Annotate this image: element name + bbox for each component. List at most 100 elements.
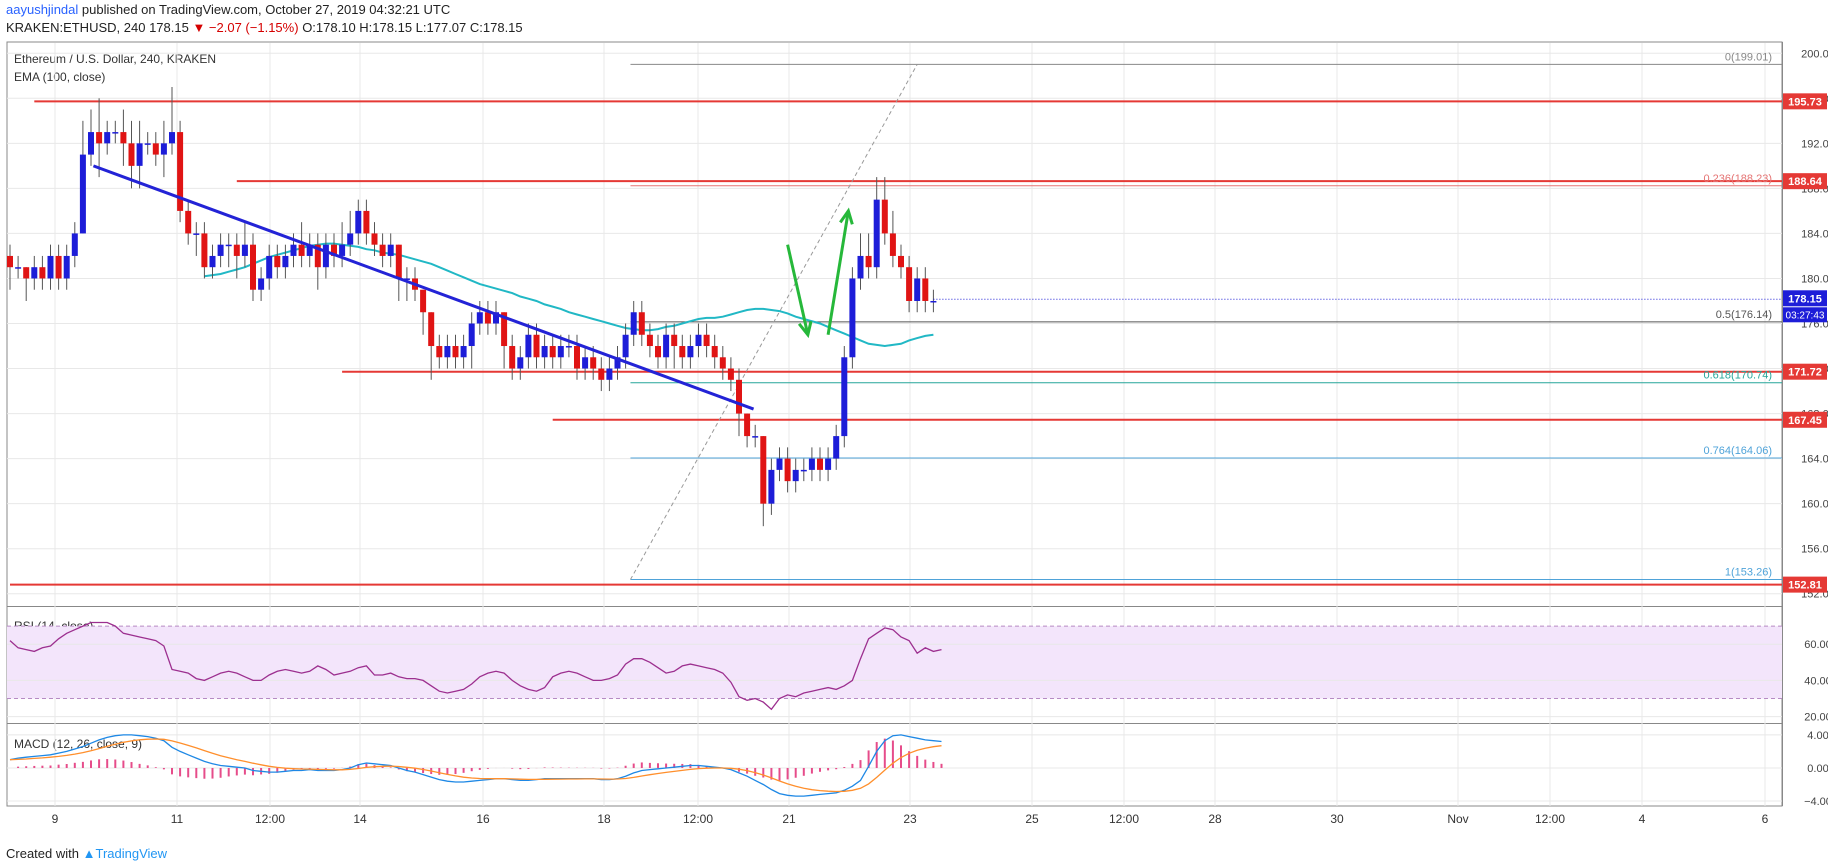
candle-bear bbox=[638, 312, 645, 335]
publish-line: aayushjindal published on TradingView.co… bbox=[6, 2, 450, 17]
macd-tick-label: −4.00 bbox=[1804, 796, 1828, 808]
candle-bear bbox=[784, 458, 791, 482]
level-price-label: 188.64 bbox=[1788, 176, 1823, 188]
rsi-tick-label: 60.00 bbox=[1804, 639, 1828, 651]
candle-bear bbox=[39, 267, 46, 279]
fib-level-label: 0.618(170.74) bbox=[1704, 370, 1773, 382]
x-tick-label: 28 bbox=[1208, 812, 1222, 826]
rsi-tick-label: 20.00 bbox=[1804, 712, 1828, 724]
candle-bull bbox=[873, 199, 880, 268]
candle-bear bbox=[655, 346, 661, 358]
candle-bull bbox=[833, 436, 840, 459]
macd-line bbox=[9, 734, 942, 797]
candle-bull bbox=[282, 255, 289, 268]
y-tick-label: 200.00 bbox=[1801, 48, 1828, 60]
y-tick-label: 156.00 bbox=[1801, 544, 1828, 556]
main-chart-title: Ethereum / U.S. Dollar, 240, KRAKEN bbox=[14, 52, 217, 66]
candle-bull bbox=[752, 436, 759, 438]
ema-line bbox=[204, 242, 934, 348]
bearish-trendline bbox=[92, 164, 755, 411]
candle-bear bbox=[379, 244, 386, 256]
candle-bear bbox=[128, 143, 135, 166]
candle-bear bbox=[428, 312, 435, 347]
candle-bull bbox=[606, 368, 613, 380]
candle-bull bbox=[88, 132, 94, 155]
candle-bull bbox=[160, 143, 167, 155]
candle-bull bbox=[322, 244, 329, 268]
candle-bear bbox=[744, 413, 751, 437]
candle-bull bbox=[857, 255, 864, 279]
candle-bull bbox=[387, 244, 394, 256]
candle-bull bbox=[136, 143, 143, 166]
candle-bear bbox=[703, 334, 710, 347]
candle-bull bbox=[468, 323, 475, 347]
candle-bull bbox=[622, 334, 629, 358]
candle-bull bbox=[541, 346, 548, 358]
candle-bull bbox=[339, 244, 346, 256]
candle-bull bbox=[687, 346, 694, 358]
candle-bear bbox=[363, 210, 370, 234]
candle-bear bbox=[177, 132, 184, 211]
candle-bear bbox=[736, 379, 742, 414]
x-tick-label: 14 bbox=[353, 812, 367, 826]
candle-bear bbox=[922, 278, 929, 301]
fib-level-label: 1(153.26) bbox=[1725, 567, 1772, 579]
candle-bear bbox=[274, 255, 281, 268]
candle-bull bbox=[403, 278, 410, 280]
last-price-label: 178.15 bbox=[1788, 293, 1822, 305]
candle-bull bbox=[825, 458, 832, 470]
x-tick-label: 6 bbox=[1762, 812, 1769, 826]
candle-bull bbox=[614, 357, 621, 369]
candle-bull bbox=[15, 267, 22, 269]
author-link[interactable]: aayushjindal bbox=[6, 2, 79, 17]
candle-bull bbox=[347, 233, 354, 245]
level-price-label: 167.45 bbox=[1788, 415, 1822, 427]
signal-line bbox=[9, 738, 942, 793]
level-price-tag bbox=[1783, 576, 1827, 593]
candle-bull bbox=[112, 132, 119, 134]
candle-bear bbox=[96, 132, 103, 144]
candle-bear bbox=[646, 334, 653, 347]
x-tick-label: 9 bbox=[52, 812, 59, 826]
candle-bear bbox=[719, 357, 726, 369]
y-tick-label: 180.00 bbox=[1801, 273, 1828, 285]
candle-bear bbox=[760, 436, 767, 504]
fib-level-label: 0.5(176.14) bbox=[1716, 309, 1772, 321]
candle-bull bbox=[582, 357, 589, 369]
candle-bear bbox=[484, 312, 491, 324]
candle-bull bbox=[841, 357, 848, 437]
created-with-label: Created with bbox=[6, 846, 79, 861]
arrow-head bbox=[839, 207, 854, 225]
candle-bull bbox=[79, 154, 86, 234]
candle-bull bbox=[241, 244, 248, 256]
symbol-line: KRAKEN:ETHUSD, 240 178.15 ▼ −2.07 (−1.15… bbox=[6, 20, 523, 35]
rsi-tick-label: 40.00 bbox=[1804, 675, 1828, 687]
candle-bull bbox=[290, 244, 297, 256]
level-price-tag bbox=[1783, 411, 1827, 428]
candle-bear bbox=[395, 244, 402, 279]
candle-bear bbox=[23, 267, 30, 279]
candle-bear bbox=[898, 255, 904, 268]
fib-level-label: 0.236(188.23) bbox=[1704, 173, 1773, 185]
level-price-tag bbox=[1783, 93, 1827, 110]
candle-bull bbox=[355, 210, 362, 234]
candle-bear bbox=[298, 244, 305, 256]
candle-bear bbox=[501, 312, 508, 347]
fib-level-label: 0.764(164.06) bbox=[1704, 445, 1773, 457]
macd-title: MACD (12, 26, close, 9) bbox=[14, 737, 143, 751]
level-price-label: 171.72 bbox=[1788, 367, 1822, 379]
candle-bull bbox=[849, 278, 856, 358]
candle-bear bbox=[817, 458, 823, 470]
level-price-tag bbox=[1783, 363, 1827, 380]
candle-bear bbox=[574, 346, 580, 369]
tradingview-logo[interactable]: ▲TradingView bbox=[82, 846, 168, 861]
macd-histogram bbox=[17, 738, 943, 781]
x-tick-label: 11 bbox=[171, 812, 184, 826]
candle-bull bbox=[557, 346, 564, 358]
candle-bull bbox=[914, 278, 921, 301]
candle-bear bbox=[549, 346, 556, 358]
x-tick-label: 23 bbox=[903, 812, 917, 826]
y-tick-label: 184.00 bbox=[1801, 228, 1828, 240]
candle-bull bbox=[266, 255, 273, 279]
